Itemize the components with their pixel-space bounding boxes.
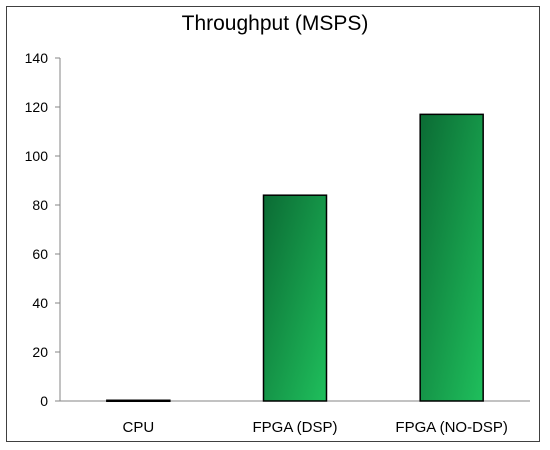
chart-title: Throughput (MSPS) — [181, 12, 369, 35]
y-tick-label: 140 — [25, 50, 49, 66]
y-tick-label: 20 — [32, 344, 48, 360]
x-category-label: FPGA (DSP) — [252, 419, 337, 436]
y-tick-label: 60 — [32, 246, 48, 262]
y-tick-label: 40 — [32, 295, 48, 311]
x-category-label: CPU — [122, 419, 154, 436]
bar-cpu — [106, 399, 171, 403]
y-tick-label: 120 — [25, 99, 49, 115]
bar-fpga-no-dsp — [419, 113, 484, 402]
bar-fpga-dsp — [262, 194, 328, 402]
y-tick-label: 0 — [40, 393, 48, 409]
y-tick-label: 80 — [32, 197, 48, 213]
y-tick-label: 100 — [25, 148, 49, 164]
x-category-label: FPGA (NO-DSP) — [395, 419, 508, 436]
